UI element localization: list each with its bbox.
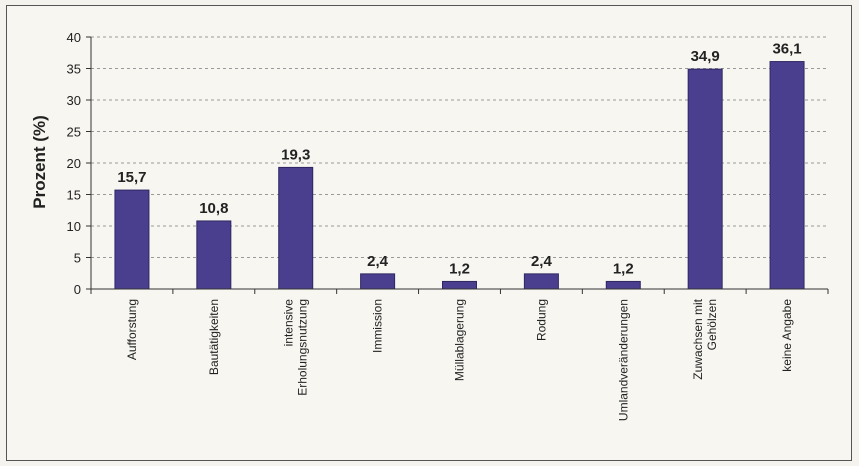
x-category-label: Müllablagerung <box>453 299 467 381</box>
data-label: 1,2 <box>449 260 470 277</box>
y-tick-label: 40 <box>67 30 81 45</box>
bar <box>278 166 314 290</box>
y-tick-label: 5 <box>74 251 81 266</box>
y-tick-label: 35 <box>67 62 81 77</box>
data-label: 10,8 <box>199 200 228 217</box>
x-category-label-line: keine Angabe <box>780 299 794 372</box>
x-axis: Aufforstung Bautätigkeiten intensive Erholu… <box>90 288 829 421</box>
x-category-label-line: Aufforstung <box>125 299 139 360</box>
y-tick-label: 30 <box>67 93 81 108</box>
x-category-label: Umlandveränderungen <box>616 299 630 421</box>
bar <box>769 61 805 290</box>
x-category-label: Rodung <box>534 299 548 341</box>
bar <box>523 273 559 290</box>
data-label: 34,9 <box>691 48 720 65</box>
data-label: 1,2 <box>613 260 634 277</box>
bars: 15,7 10,8 19,3 2,4 1,2 2,4 1,2 34,9 36,1 <box>114 41 805 290</box>
data-label: 19,3 <box>281 146 310 163</box>
x-category-label-line: Immission <box>371 299 385 353</box>
y-tick-label: 15 <box>67 188 81 203</box>
bar <box>687 68 723 290</box>
bar <box>114 189 150 290</box>
x-category-label-line: Bautätigkeiten <box>207 299 221 375</box>
x-category-label-line: Zuwachsen mit <box>691 298 705 379</box>
x-category-label-line: Erholungsnutzung <box>296 299 310 396</box>
y-axis-title: Prozent (%) <box>30 115 49 209</box>
x-category-label-line: Gehölzen <box>705 299 719 350</box>
x-category-label: Immission <box>371 299 385 353</box>
bar <box>605 280 641 290</box>
x-category-label: Zuwachsen mit Gehölzen <box>691 298 719 379</box>
x-category-label-line: intensive <box>282 299 296 347</box>
x-category-label-line: Müllablagerung <box>453 299 467 381</box>
x-category-label-line: Umlandveränderungen <box>616 299 630 421</box>
data-label: 15,7 <box>117 169 146 186</box>
y-tick-label: 25 <box>67 125 81 140</box>
x-category-label: Aufforstung <box>125 299 139 360</box>
bar <box>360 273 396 290</box>
data-label: 2,4 <box>367 253 389 270</box>
y-tick-label: 20 <box>67 156 81 171</box>
y-tick-label: 0 <box>74 282 81 297</box>
data-label: 36,1 <box>772 41 801 58</box>
x-category-label: Bautätigkeiten <box>207 299 221 375</box>
y-tick-label: 10 <box>67 219 81 234</box>
bar <box>442 280 477 290</box>
x-category-label: intensive Erholungsnutzung <box>282 299 310 396</box>
x-category-label: keine Angabe <box>780 299 794 372</box>
x-category-label-line: Rodung <box>534 299 548 341</box>
bar <box>196 220 232 290</box>
y-axis: 0 5 10 15 20 25 30 35 40 <box>67 30 92 297</box>
data-label: 2,4 <box>531 253 553 270</box>
